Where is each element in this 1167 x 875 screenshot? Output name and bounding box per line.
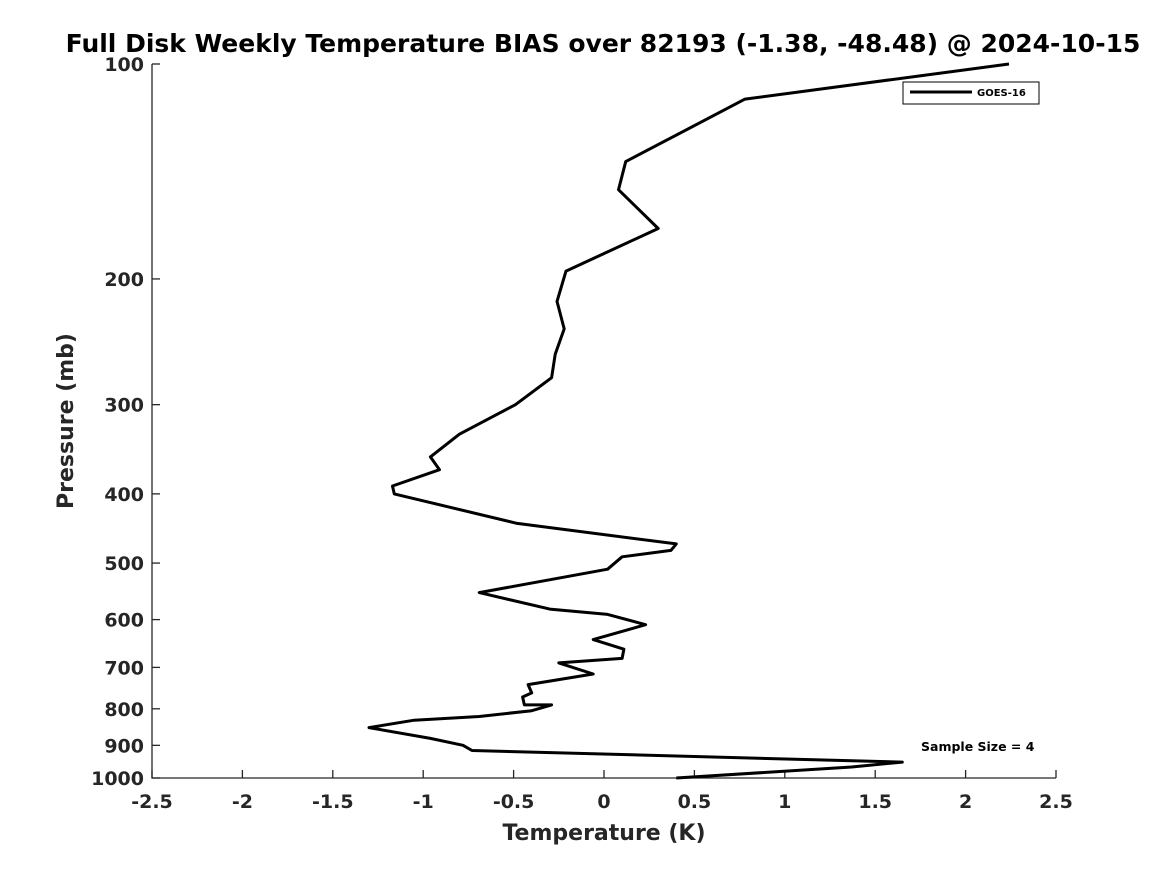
legend: GOES-16 — [902, 81, 1040, 105]
series-line-goes-16 — [367, 62, 1010, 780]
x-tick-label: 0 — [597, 791, 610, 813]
plot-area — [152, 64, 1056, 778]
axes — [151, 64, 1056, 779]
y-tick-label: 700 — [104, 657, 144, 679]
y-tick-label: 200 — [104, 269, 144, 291]
sample-size-annotation: Sample Size = 4 — [921, 739, 1035, 754]
y-tick-label: 600 — [104, 610, 144, 632]
y-tick-label: 800 — [104, 699, 144, 721]
x-tick-label: -2.5 — [131, 791, 173, 813]
x-tick-label: 1.5 — [858, 791, 892, 813]
chart-title: Full Disk Weekly Temperature BIAS over 8… — [66, 29, 1141, 58]
y-tick-label: 100 — [104, 54, 144, 76]
y-tick-label: 1000 — [91, 768, 144, 790]
y-tick-label: 400 — [104, 484, 144, 506]
x-tick-label: -2 — [232, 791, 253, 813]
y-axis-ticks: 100 200 300 400 500 600 700 800 900 1000 — [91, 54, 160, 790]
x-axis-label: Temperature (K) — [502, 821, 705, 846]
y-tick-label: 900 — [104, 735, 144, 757]
x-tick-label: 2 — [959, 791, 972, 813]
x-tick-label: -1 — [413, 791, 434, 813]
x-tick-label: 0.5 — [678, 791, 712, 813]
y-tick-label: 300 — [104, 395, 144, 417]
y-axis-label: Pressure (mb) — [54, 333, 79, 509]
x-tick-label: 1 — [778, 791, 791, 813]
x-tick-label: 2.5 — [1039, 791, 1073, 813]
legend-label-goes-16: GOES-16 — [977, 88, 1026, 99]
x-tick-label: -0.5 — [493, 791, 535, 813]
x-tick-label: -1.5 — [312, 791, 354, 813]
x-axis-ticks: -2.5 -2 -1.5 -1 -0.5 0 0.5 1 1.5 2 2.5 — [131, 770, 1073, 813]
y-tick-label: 500 — [104, 553, 144, 575]
